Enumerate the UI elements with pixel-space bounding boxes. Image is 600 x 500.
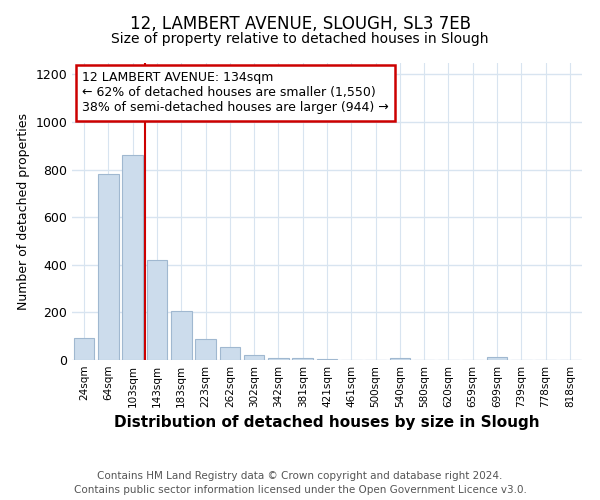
Bar (74, 338, 94, 360)
Text: Contains HM Land Registry data © Crown copyright and database right 2024.
Contai: Contains HM Land Registry data © Crown c… (74, 471, 526, 495)
Text: 12 LAMBERT AVENUE: 134sqm
← 62% of detached houses are smaller (1,550)
38% of se: 12 LAMBERT AVENUE: 134sqm ← 62% of detac… (82, 72, 389, 114)
Text: Size of property relative to detached houses in Slough: Size of property relative to detached ho… (111, 32, 489, 46)
Bar (389, 358, 410, 360)
Y-axis label: Number of detached properties: Number of detached properties (17, 113, 30, 310)
Bar (487, 356, 508, 360)
Bar (317, 359, 337, 360)
X-axis label: Distribution of detached houses by size in Slough: Distribution of detached houses by size … (114, 416, 540, 430)
Bar (122, 155, 143, 360)
Bar (244, 354, 265, 360)
Bar (146, 260, 167, 360)
Bar (195, 339, 216, 360)
Bar (98, 174, 119, 360)
Text: 12, LAMBERT AVENUE, SLOUGH, SL3 7EB: 12, LAMBERT AVENUE, SLOUGH, SL3 7EB (130, 15, 470, 33)
Bar (292, 358, 313, 360)
Bar (171, 311, 191, 360)
Bar (220, 347, 240, 360)
Bar (268, 358, 289, 360)
